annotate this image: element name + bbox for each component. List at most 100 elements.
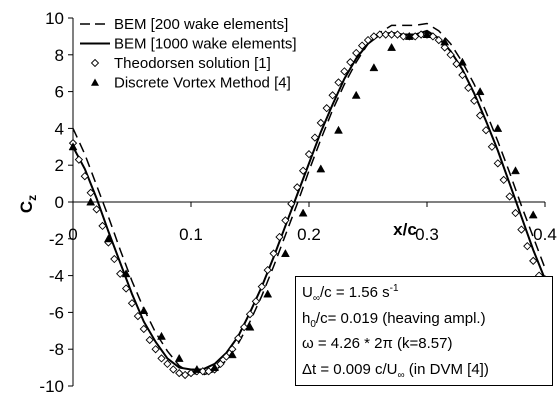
legend-swatch-diamond xyxy=(90,58,100,68)
theodorsen-point xyxy=(293,183,302,192)
theodorsen-point xyxy=(346,58,355,67)
theodorsen-point xyxy=(298,166,308,175)
y-tick-label: 0 xyxy=(55,193,64,212)
theodorsen-point xyxy=(175,368,184,378)
y-axis-title: Cz xyxy=(17,195,39,213)
param-heaving-amplitude: h0/c= 0.019 (heaving ampl.) xyxy=(302,309,486,330)
theodorsen-point xyxy=(411,32,420,41)
x-tick-label: 0.2 xyxy=(297,225,321,244)
y-tick-label: -4 xyxy=(49,267,64,286)
theodorsen-point xyxy=(428,32,438,41)
theodorsen-point xyxy=(393,30,402,39)
theodorsen-point xyxy=(133,311,143,321)
theodorsen-point xyxy=(357,41,367,50)
y-tick-label: -6 xyxy=(49,303,64,322)
y-tick-label: 10 xyxy=(45,9,64,28)
theodorsen-point xyxy=(139,324,148,334)
theodorsen-point xyxy=(245,310,255,319)
dvm-point xyxy=(298,208,308,217)
dvm-point xyxy=(528,210,538,219)
dvm-point xyxy=(86,197,96,206)
dvm-point xyxy=(422,30,432,39)
x-tick-label: 0 xyxy=(68,225,77,244)
dvm-point xyxy=(404,31,414,40)
dvm-point xyxy=(511,166,520,175)
theodorsen-point xyxy=(180,370,190,380)
theodorsen-point xyxy=(458,70,467,80)
theodorsen-point xyxy=(80,172,89,181)
param-frequency: ω = 4.26 * 2π (k=8.57) xyxy=(302,335,453,352)
y-tick-label: -10 xyxy=(39,377,64,396)
theodorsen-point xyxy=(387,30,396,39)
dvm-point xyxy=(139,306,149,315)
dvm-point xyxy=(263,289,273,298)
dvm-point xyxy=(440,37,450,46)
legend-entry-0: BEM [200 wake elements] xyxy=(80,16,288,33)
theodorsen-point xyxy=(511,208,520,218)
dvm-point xyxy=(192,364,202,373)
theodorsen-point xyxy=(369,32,379,41)
theodorsen-point xyxy=(116,269,125,278)
theodorsen-point xyxy=(127,299,137,308)
theodorsen-point xyxy=(287,199,296,208)
y-tick-label: -2 xyxy=(49,230,64,249)
theodorsen-point xyxy=(375,30,384,39)
theodorsen-point xyxy=(304,150,314,159)
theodorsen-point xyxy=(151,345,160,354)
theodorsen-point xyxy=(334,78,343,87)
dvm-point xyxy=(121,269,131,278)
theodorsen-point xyxy=(157,354,166,363)
theodorsen-point xyxy=(493,159,502,168)
theodorsen-point xyxy=(316,118,325,128)
theodorsen-point xyxy=(257,282,266,291)
y-tick-label: 6 xyxy=(55,83,64,102)
theodorsen-point xyxy=(169,365,178,374)
theodorsen-point xyxy=(222,352,231,361)
theodorsen-point xyxy=(328,91,337,100)
theodorsen-point xyxy=(440,43,449,52)
theodorsen-point xyxy=(269,249,278,258)
theodorsen-point xyxy=(505,192,514,201)
legend-label: Discrete Vortex Method [4] xyxy=(114,75,291,92)
legend: BEM [200 wake elements] BEM [1000 wake el… xyxy=(80,16,297,92)
theodorsen-point xyxy=(275,232,284,242)
dvm-point xyxy=(457,57,467,66)
dvm-point xyxy=(334,125,343,134)
theodorsen-point xyxy=(281,216,290,225)
theodorsen-point xyxy=(340,67,349,76)
dvm-point xyxy=(174,353,184,362)
theodorsen-point xyxy=(310,133,320,142)
theodorsen-point xyxy=(92,205,101,214)
dvm-point xyxy=(493,123,503,132)
dvm-point xyxy=(475,87,485,96)
theodorsen-point xyxy=(446,50,455,59)
theodorsen-point xyxy=(198,367,207,376)
legend-entry-2: Theodorsen solution [1] xyxy=(90,55,271,72)
series-2 xyxy=(68,30,550,380)
param-timestep: Δt = 0.009 c/U∞ (in DVM [4]) xyxy=(302,360,489,381)
legend-label: Theodorsen solution [1] xyxy=(114,55,271,72)
legend-label: BEM [200 wake elements] xyxy=(114,16,288,33)
series-0 xyxy=(72,22,546,376)
theodorsen-point xyxy=(263,265,272,275)
theodorsen-point xyxy=(481,126,491,135)
x-tick-label: 0.4 xyxy=(533,225,557,244)
theodorsen-point xyxy=(251,297,261,306)
theodorsen-point xyxy=(239,322,249,332)
dvm-point xyxy=(280,249,290,257)
dvm-point xyxy=(387,42,397,51)
legend-entry-1: BEM [1000 wake elements] xyxy=(80,36,297,53)
y-tick-label: 2 xyxy=(55,156,64,175)
x-tick-label: 0.3 xyxy=(415,225,439,244)
y-tick-label: 4 xyxy=(55,119,64,138)
theodorsen-point xyxy=(381,30,390,39)
dvm-point xyxy=(316,164,326,173)
y-tick-label: 8 xyxy=(55,46,64,65)
dvm-point xyxy=(245,322,255,331)
series-layer xyxy=(68,22,550,380)
bem-1000-line xyxy=(72,29,546,371)
theodorsen-point xyxy=(399,32,408,41)
theodorsen-point xyxy=(86,188,95,197)
x-axis-title: x/c xyxy=(393,220,417,239)
